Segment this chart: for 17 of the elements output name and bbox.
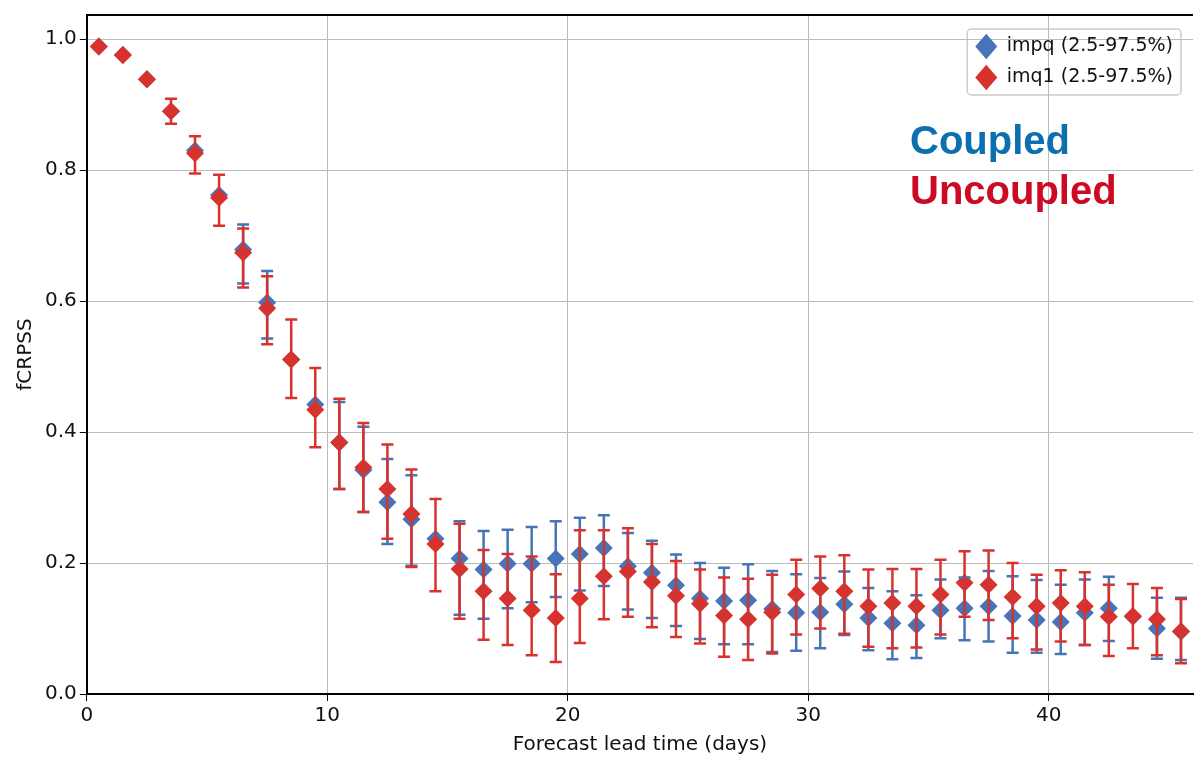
y-tick-label: 0.2	[44, 549, 77, 574]
x-tick-label: 0	[80, 702, 94, 727]
y-tick-label: 0.6	[44, 287, 77, 312]
y-tick-label: 0.0	[44, 680, 77, 705]
x-tick-label: 20	[555, 702, 581, 727]
x-axis-title: Forecast lead time (days)	[512, 731, 768, 756]
x-tick-label: 40	[1035, 702, 1062, 727]
annotation: Coupled	[910, 118, 1070, 162]
annotation: Uncoupled	[910, 168, 1117, 212]
y-axis-title: fCRPSS	[12, 318, 37, 391]
y-tick-label: 1.0	[44, 25, 77, 50]
legend-label: imq1 (2.5-97.5%)	[1006, 64, 1173, 87]
y-tick-label: 0.8	[44, 156, 77, 181]
y-tick-label: 0.4	[44, 418, 77, 443]
legend-label: impq (2.5-97.5%)	[1006, 33, 1173, 56]
x-tick-label: 30	[795, 702, 821, 727]
x-tick-label: 10	[314, 702, 341, 727]
